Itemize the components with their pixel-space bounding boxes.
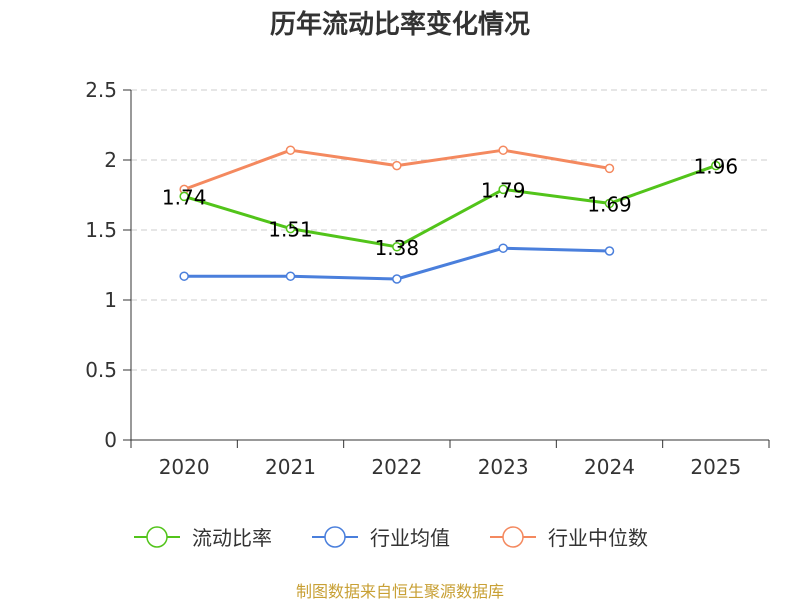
legend-label: 流动比率 <box>192 526 272 550</box>
y-tick-label: 2 <box>104 148 117 172</box>
y-tick-label: 1 <box>104 288 117 312</box>
data-point-0 <box>604 198 615 209</box>
x-tick-label: 2024 <box>584 455 635 479</box>
y-tick-label: 1.5 <box>85 218 117 242</box>
data-point-2 <box>285 145 296 155</box>
data-point-1 <box>392 274 402 284</box>
series-line-0 <box>183 164 717 249</box>
x-tick-label: 2025 <box>690 455 741 479</box>
y-tick-label: 2.5 <box>85 78 117 102</box>
data-label: 1.74 <box>162 185 207 209</box>
data-label: 1.69 <box>587 192 632 216</box>
legend-marker <box>324 526 346 548</box>
data-label: 1.79 <box>481 178 526 202</box>
y-tick-label: 0.5 <box>85 358 117 382</box>
data-point-2 <box>498 145 508 155</box>
data-label: 1.96 <box>694 155 739 179</box>
data-point-0 <box>285 223 296 234</box>
x-tick-label: 2022 <box>371 455 422 479</box>
data-point-1 <box>285 271 296 281</box>
legend-label: 行业中位数 <box>548 526 648 550</box>
x-tick-label: 2020 <box>159 455 210 479</box>
chart-title: 历年流动比率变化情况 <box>269 10 530 40</box>
data-point-0 <box>392 242 402 252</box>
data-point-1 <box>604 246 615 256</box>
data-point-1 <box>498 243 508 253</box>
legend-label: 行业均值 <box>370 526 450 550</box>
data-point-2 <box>392 160 402 171</box>
x-tick-label: 2023 <box>478 455 529 479</box>
data-label: 1.38 <box>375 236 420 260</box>
data-point-0 <box>498 184 508 195</box>
x-tick-label: 2021 <box>265 455 316 479</box>
legend-marker <box>146 526 168 548</box>
data-point-0 <box>711 160 721 171</box>
data-label: 1.51 <box>268 218 313 242</box>
data-point-0 <box>179 191 189 202</box>
y-tick-label: 0 <box>104 428 117 452</box>
source-note: 制图数据来自恒生聚源数据库 <box>295 582 504 600</box>
data-point-1 <box>179 271 189 281</box>
data-point-2 <box>604 163 615 174</box>
legend-marker <box>502 526 524 548</box>
